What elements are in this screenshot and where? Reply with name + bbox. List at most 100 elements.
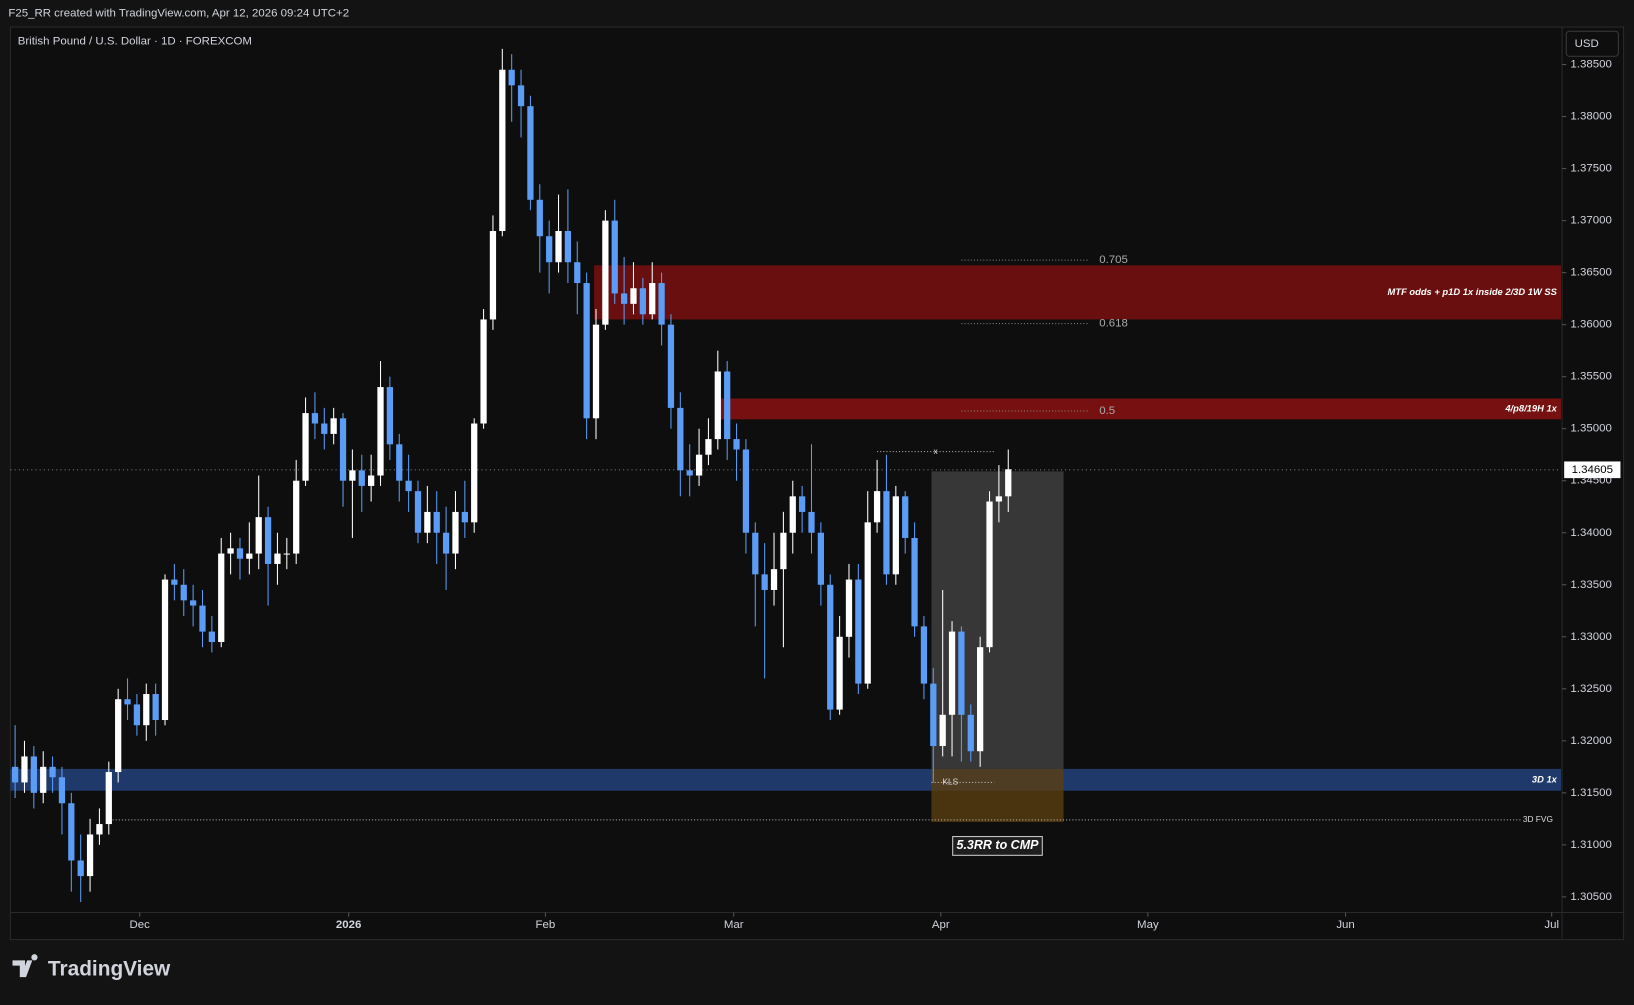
chart-frame xyxy=(9,26,1625,941)
position-risk xyxy=(931,768,1064,822)
candle-body xyxy=(611,220,618,294)
fib-label: 0.618 xyxy=(1099,318,1128,330)
candle-body xyxy=(761,574,768,590)
candle-body xyxy=(499,69,506,232)
y-tick-label: 1.36500 xyxy=(1570,267,1611,279)
candle-body xyxy=(583,283,590,419)
candle-body xyxy=(864,522,871,684)
x-tick-label: Jun xyxy=(1336,919,1354,931)
y-tick-label: 1.32500 xyxy=(1570,683,1611,695)
candle-body xyxy=(939,714,946,747)
x-tick-label: Feb xyxy=(536,919,556,931)
candle-body xyxy=(724,371,731,440)
mark-label: x xyxy=(934,446,939,456)
candle-body xyxy=(30,756,37,793)
candle-body xyxy=(695,454,703,476)
candle-body xyxy=(986,501,993,648)
candle-body xyxy=(199,605,206,632)
candle-body xyxy=(302,413,309,481)
candle-body xyxy=(293,480,300,554)
candle-body xyxy=(452,511,459,554)
candle-body xyxy=(143,694,150,726)
x-tick-label: Jul xyxy=(1544,919,1559,931)
position-label-box xyxy=(952,836,1043,856)
candle-body xyxy=(339,418,347,481)
candle-body xyxy=(808,511,815,533)
candle-body xyxy=(948,631,956,715)
position-profit xyxy=(931,471,1064,769)
candle-body xyxy=(574,262,581,284)
currency-button[interactable] xyxy=(1565,30,1619,57)
candle-body xyxy=(546,236,553,263)
candle-body xyxy=(171,579,178,585)
candle-body xyxy=(189,600,197,606)
candle-body xyxy=(639,288,646,315)
position-label: 5.3RR to CMP xyxy=(957,838,1040,852)
candle-body xyxy=(311,413,319,424)
y-tick-label: 1.34000 xyxy=(1570,527,1611,539)
candle-body xyxy=(920,626,928,684)
candle-body xyxy=(442,532,450,554)
candle-body xyxy=(536,199,543,237)
candle-body xyxy=(836,636,843,710)
y-tick-label: 1.38000 xyxy=(1570,111,1611,123)
candle-body xyxy=(115,699,122,773)
candle-body xyxy=(602,220,609,325)
last-price-box xyxy=(1564,461,1621,479)
y-tick-label: 1.36000 xyxy=(1570,319,1611,331)
candle-body xyxy=(68,803,75,861)
candle-body xyxy=(330,418,337,434)
candle-body xyxy=(396,444,403,481)
candle-body xyxy=(555,231,562,263)
candle-body xyxy=(892,496,899,575)
candle-body xyxy=(658,283,665,325)
zone-label: 4/p8/19H 1x xyxy=(1504,403,1557,413)
x-tick-label: Dec xyxy=(130,919,151,931)
candle-body xyxy=(77,860,84,877)
fib-label: 0.5 xyxy=(1099,405,1115,417)
candle-body xyxy=(845,579,853,637)
candle-body xyxy=(564,231,572,263)
candle-body xyxy=(630,288,637,304)
candle-body xyxy=(274,553,281,564)
y-tick-label: 1.33500 xyxy=(1570,579,1611,591)
candle-body xyxy=(40,766,47,793)
zone-label: MTF odds + p1D 1x inside 2/3D 1W SS xyxy=(1388,287,1558,297)
chart-title: British Pound / U.S. Dollar · 1D · FOREX… xyxy=(18,36,252,48)
candle-body xyxy=(264,517,272,564)
candle-body xyxy=(124,699,131,705)
candle-body xyxy=(218,553,225,642)
candle-body xyxy=(386,387,394,445)
candle-body xyxy=(799,496,806,512)
candle-body xyxy=(58,777,66,804)
candle-body xyxy=(433,511,440,533)
candle-body xyxy=(105,772,112,825)
candle-body xyxy=(789,496,796,533)
candle-body xyxy=(377,387,384,476)
zone xyxy=(594,265,1562,320)
y-tick-label: 1.31000 xyxy=(1570,839,1611,851)
y-tick-label: 1.38500 xyxy=(1570,59,1611,71)
y-tick-label: 1.33000 xyxy=(1570,631,1611,643)
candle-body xyxy=(255,517,262,554)
candle-body xyxy=(461,511,468,523)
candle-body xyxy=(358,470,365,486)
x-tick-label: 2026 xyxy=(336,919,361,931)
candle-body xyxy=(883,491,890,575)
candle-body xyxy=(161,579,169,721)
x-tick-label: Mar xyxy=(724,919,744,931)
candle-body xyxy=(855,579,862,684)
candle-body xyxy=(770,569,778,590)
candle-body xyxy=(677,407,684,471)
candle-body xyxy=(405,480,412,492)
zone xyxy=(717,398,1562,420)
candle-body xyxy=(527,106,534,200)
candle-body xyxy=(667,324,675,408)
y-tick-label: 1.37500 xyxy=(1570,163,1611,175)
candle-body xyxy=(471,423,478,523)
last-price-label: 1.34605 xyxy=(1572,464,1613,476)
candle-body xyxy=(180,584,187,601)
candle-body xyxy=(911,537,918,627)
candle-body xyxy=(508,69,515,86)
